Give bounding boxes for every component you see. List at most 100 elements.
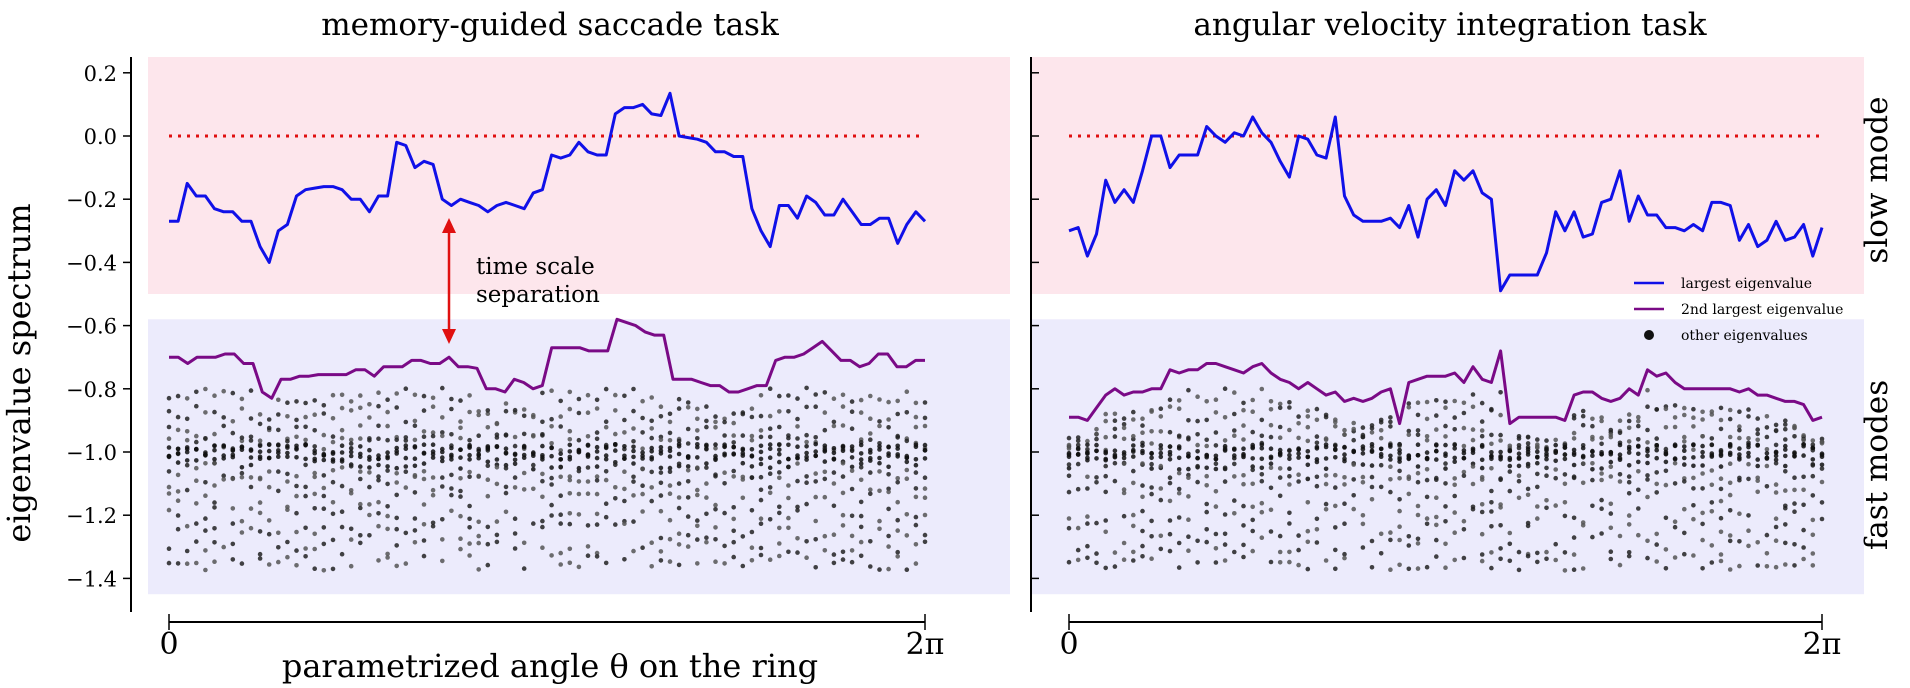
other-eigenvalue-dot: [1709, 442, 1715, 448]
other-eigenvalue-dot: [1131, 454, 1136, 459]
other-eigenvalue-dot: [239, 465, 245, 470]
other-eigenvalue-dot: [1535, 471, 1540, 477]
other-eigenvalue-dot: [786, 435, 791, 441]
other-eigenvalue-dot: [1342, 452, 1347, 457]
other-eigenvalue-dot: [512, 457, 518, 463]
other-eigenvalue-dot: [1654, 542, 1659, 547]
other-eigenvalue-dot: [749, 529, 755, 535]
other-eigenvalue-dot: [1672, 524, 1678, 530]
other-eigenvalue-dot: [1360, 446, 1366, 452]
other-eigenvalue-dot: [1562, 472, 1568, 477]
other-eigenvalue-dot: [1553, 503, 1558, 508]
other-eigenvalue-dot: [239, 561, 245, 566]
other-eigenvalue-dot: [476, 540, 482, 546]
other-eigenvalue-dot: [175, 561, 181, 566]
other-eigenvalue-dot: [440, 458, 445, 464]
other-eigenvalue-dot: [1810, 493, 1816, 498]
other-eigenvalue-dot: [321, 485, 327, 491]
other-eigenvalue-dot: [1140, 423, 1145, 428]
other-eigenvalue-dot: [203, 528, 208, 533]
other-eigenvalue-dot: [458, 435, 463, 441]
other-eigenvalue-dot: [494, 421, 500, 427]
other-eigenvalue-dot: [376, 511, 381, 516]
other-eigenvalue-dot: [822, 443, 828, 449]
other-eigenvalue-dot: [558, 512, 563, 517]
other-eigenvalue-dot: [1378, 417, 1384, 423]
other-eigenvalue-dot: [585, 434, 591, 439]
other-eigenvalue-dot: [1819, 462, 1825, 468]
other-eigenvalue-dot: [713, 442, 718, 447]
other-eigenvalue-dot: [1608, 501, 1614, 507]
other-eigenvalue-dot: [622, 444, 627, 449]
other-eigenvalue-dot: [713, 502, 718, 508]
other-eigenvalue-dot: [1158, 463, 1164, 469]
other-eigenvalue-dot: [1434, 522, 1439, 528]
other-eigenvalue-dot: [1727, 480, 1733, 486]
other-eigenvalue-dot: [1342, 432, 1347, 438]
other-eigenvalue-dot: [303, 424, 308, 430]
other-eigenvalue-dot: [1323, 473, 1329, 478]
other-eigenvalue-dot: [1149, 491, 1154, 497]
other-eigenvalue-dot: [412, 463, 418, 469]
other-eigenvalue-dot: [494, 481, 500, 487]
other-eigenvalue-dot: [1195, 479, 1200, 485]
other-eigenvalue-dot: [1268, 434, 1274, 440]
other-eigenvalue-dot: [1121, 487, 1127, 492]
other-eigenvalue-dot: [203, 461, 208, 466]
other-eigenvalue-dot: [1066, 435, 1072, 441]
other-eigenvalue-dot: [1167, 548, 1173, 554]
other-eigenvalue-dot: [1470, 404, 1476, 410]
other-eigenvalue-dot: [1617, 562, 1623, 568]
other-eigenvalue-dot: [212, 483, 217, 488]
other-eigenvalue-dot: [1075, 451, 1081, 457]
other-eigenvalue-dot: [266, 417, 272, 422]
other-eigenvalue-dot: [294, 424, 299, 430]
other-eigenvalue-dot: [1489, 441, 1494, 447]
other-eigenvalue-dot: [184, 429, 190, 434]
other-eigenvalue-dot: [585, 410, 591, 416]
other-eigenvalue-dot: [540, 443, 545, 449]
other-eigenvalue-dot: [603, 444, 609, 450]
other-eigenvalue-dot: [1737, 446, 1742, 451]
other-eigenvalue-dot: [1792, 453, 1797, 459]
other-eigenvalue-dot: [685, 426, 691, 432]
other-eigenvalue-dot: [594, 436, 600, 442]
other-eigenvalue-dot: [1287, 405, 1292, 410]
other-eigenvalue-dot: [1066, 462, 1072, 467]
other-eigenvalue-dot: [1571, 535, 1577, 540]
other-eigenvalue-dot: [1562, 500, 1568, 505]
other-eigenvalue-dot: [476, 451, 482, 457]
other-eigenvalue-dot: [339, 465, 345, 470]
other-eigenvalue-dot: [658, 414, 664, 419]
other-eigenvalue-dot: [1268, 485, 1274, 491]
other-eigenvalue-dot: [166, 507, 172, 513]
other-eigenvalue-dot: [603, 424, 609, 430]
other-eigenvalue-dot: [1599, 506, 1604, 512]
other-eigenvalue-dot: [868, 458, 873, 463]
other-eigenvalue-dot: [631, 479, 636, 484]
other-eigenvalue-dot: [339, 551, 345, 557]
other-eigenvalue-dot: [786, 464, 791, 470]
other-eigenvalue-dot: [412, 516, 418, 521]
other-eigenvalue-dot: [1186, 534, 1191, 539]
other-eigenvalue-dot: [230, 419, 236, 424]
other-eigenvalue-dot: [1700, 443, 1705, 449]
other-eigenvalue-dot: [1801, 502, 1806, 508]
other-eigenvalue-dot: [1700, 471, 1705, 476]
other-eigenvalue-dot: [367, 502, 372, 507]
other-eigenvalue-dot: [1167, 452, 1173, 458]
other-eigenvalue-dot: [521, 487, 527, 492]
other-eigenvalue-dot: [1369, 565, 1375, 570]
other-eigenvalue-dot: [1066, 559, 1072, 565]
other-eigenvalue-dot: [1369, 425, 1375, 431]
other-eigenvalue-dot: [731, 505, 736, 510]
other-eigenvalue-dot: [576, 564, 582, 570]
other-eigenvalue-dot: [1489, 450, 1494, 455]
other-eigenvalue-dot: [412, 540, 418, 545]
other-eigenvalue-dot: [412, 456, 418, 462]
other-eigenvalue-dot: [831, 552, 837, 557]
other-eigenvalue-dot: [1663, 459, 1669, 465]
other-eigenvalue-dot: [394, 515, 400, 521]
other-eigenvalue-dot: [367, 447, 372, 453]
other-eigenvalue-dot: [266, 442, 272, 448]
